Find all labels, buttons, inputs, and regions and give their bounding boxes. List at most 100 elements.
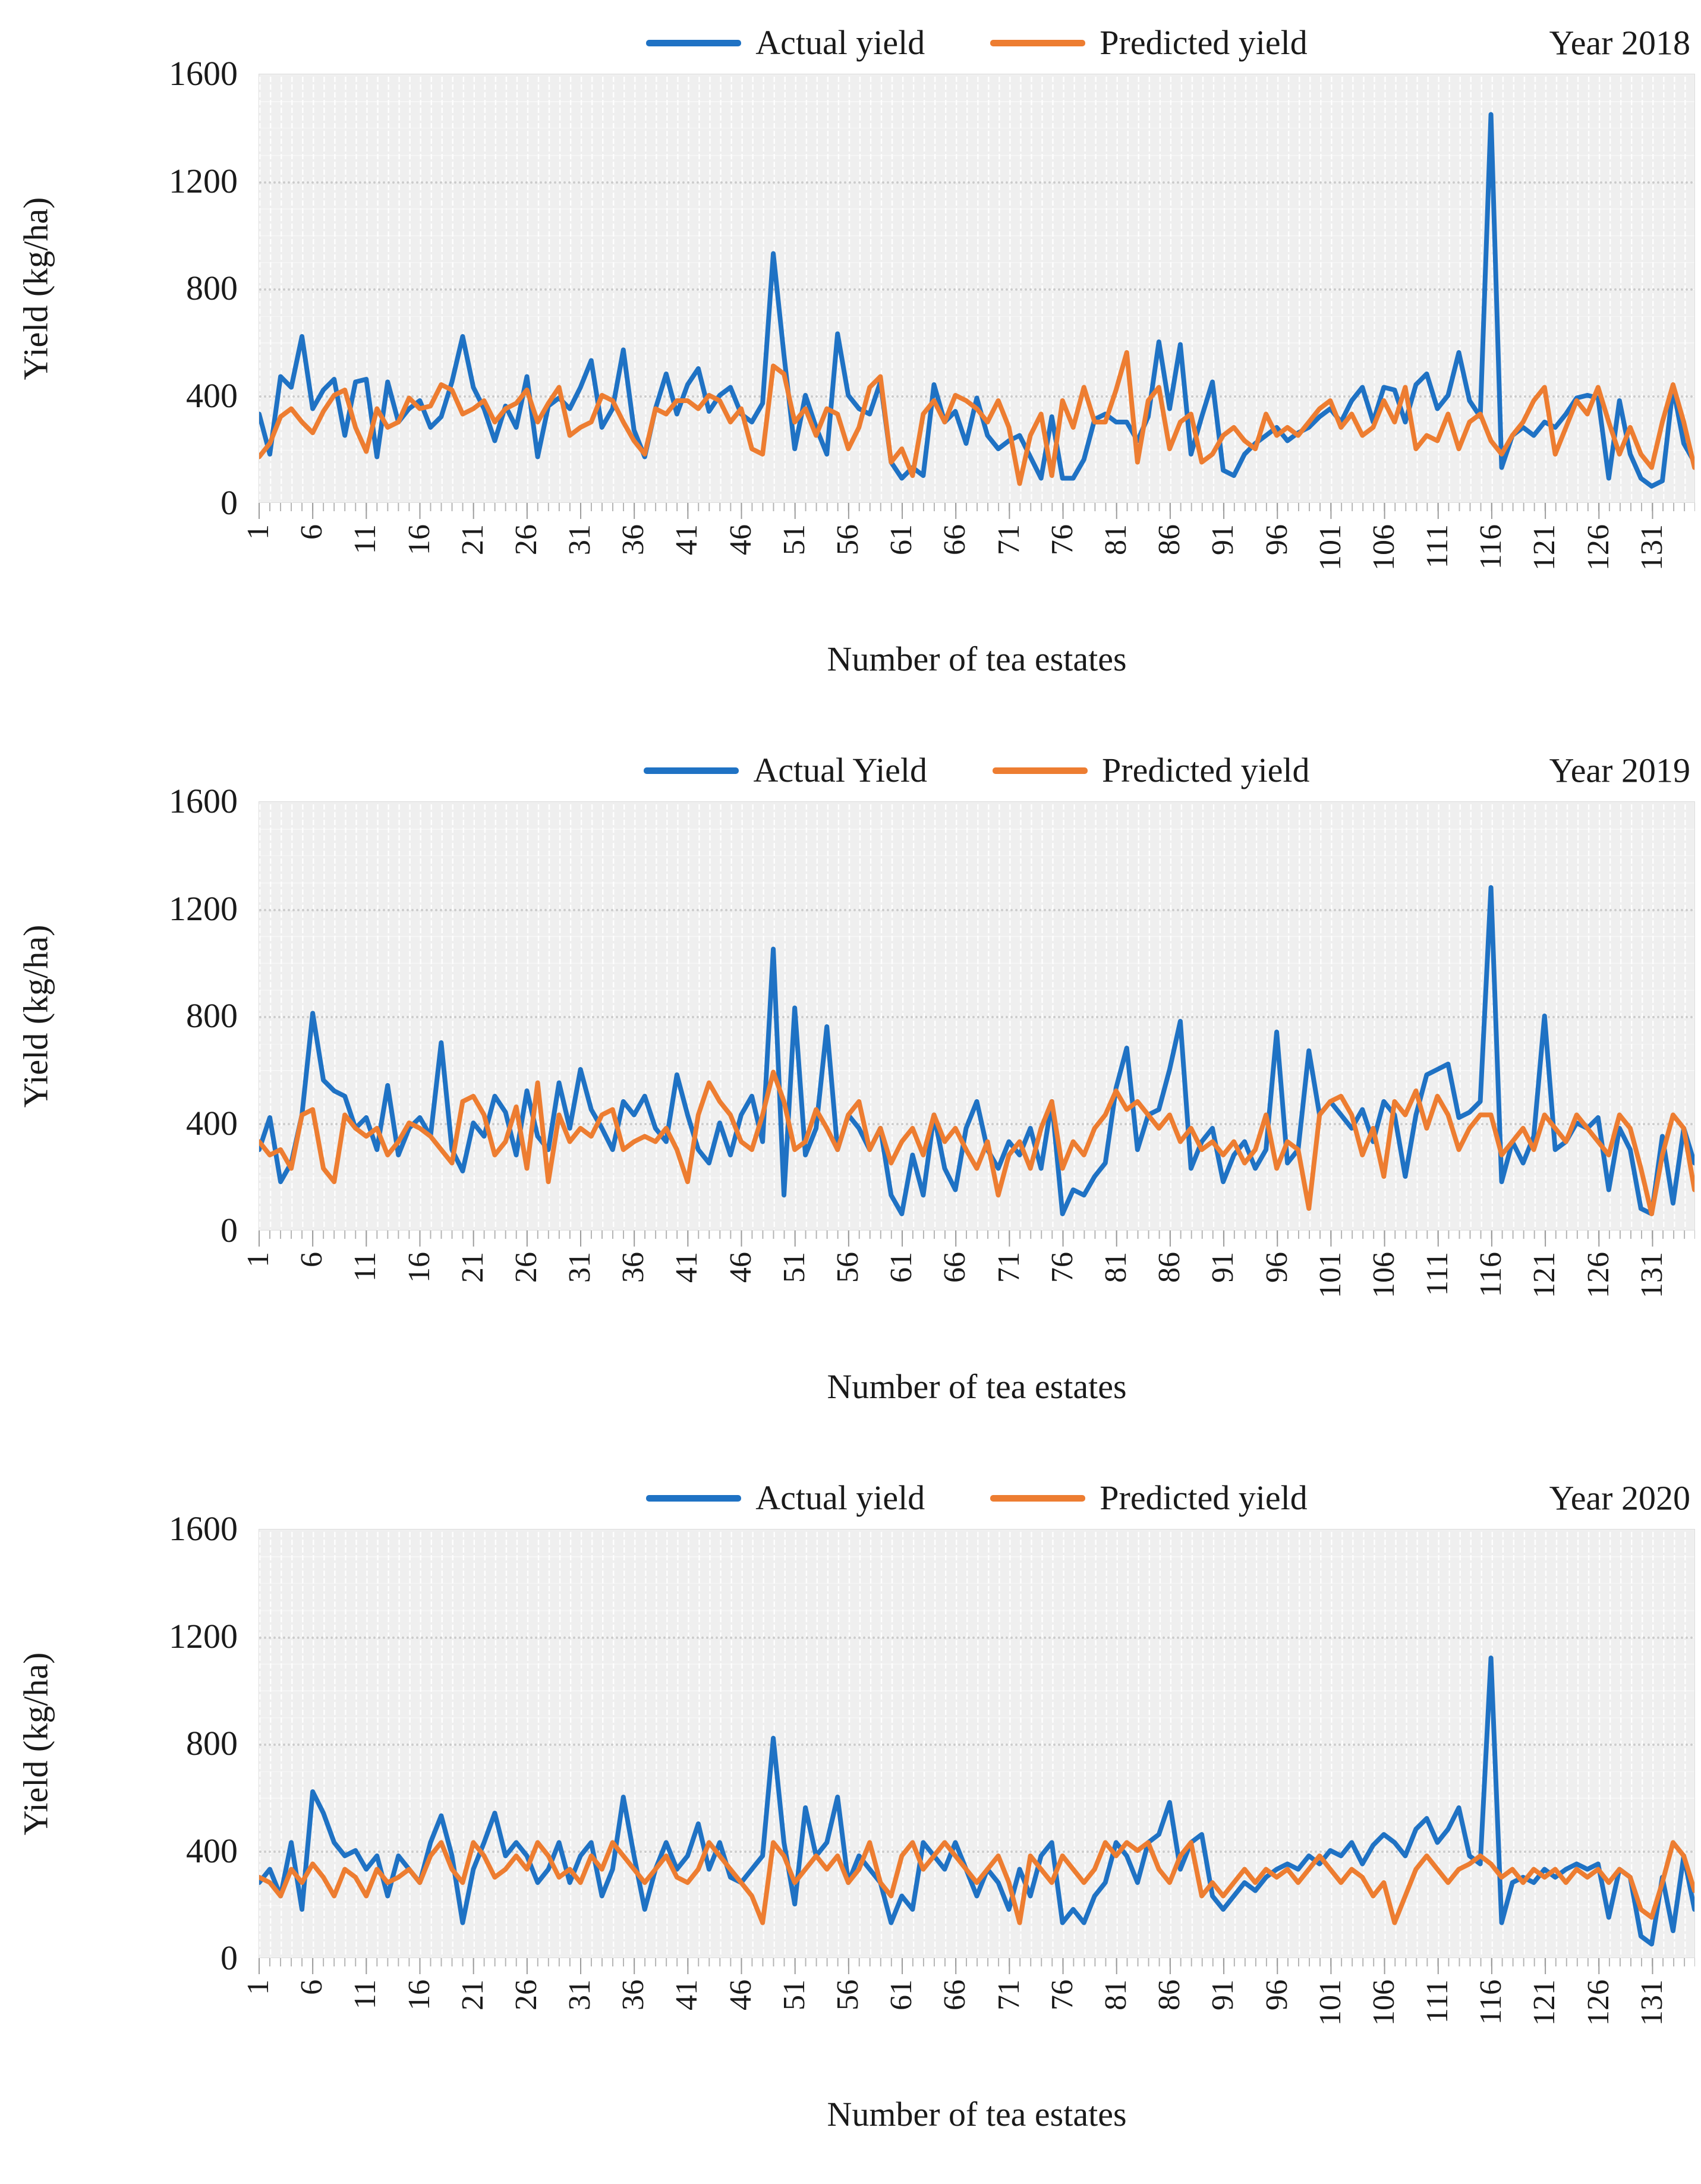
y-axis-tick-labels: 1600 1200 800 400 0 — [0, 54, 238, 522]
y-tick-label: 1600 — [169, 1509, 238, 1548]
x-tick-label: 81 — [1098, 1980, 1133, 2010]
y-tick-label: 400 — [186, 376, 238, 415]
y-tick-label: 1200 — [169, 889, 238, 928]
x-axis-title: Number of tea estates — [827, 1367, 1127, 1406]
plot-row: Yield (kg/ha) 1600 1200 800 400 0 1 6 11 16 21 26 31… — [0, 782, 1701, 1406]
x-tick-label: 61 — [884, 524, 919, 555]
x-tick-label: 131 — [1634, 1980, 1669, 2026]
x-axis-major-ticks — [259, 1958, 1695, 1974]
y-tick-label: 800 — [186, 1724, 238, 1763]
x-tick-label: 76 — [1045, 524, 1079, 555]
x-tick-label: 66 — [938, 524, 972, 555]
x-tick-label: 96 — [1259, 1252, 1294, 1283]
x-tick-label: 131 — [1634, 524, 1669, 571]
actual-line-swatch — [646, 1494, 742, 1502]
horizontal-gridline — [259, 1016, 1694, 1018]
x-tick-label: 41 — [670, 1252, 704, 1283]
x-tick-label: 66 — [938, 1252, 972, 1283]
horizontal-gridline — [259, 909, 1694, 911]
series-lines — [259, 112, 1694, 489]
actual-yield-line — [259, 885, 1694, 1216]
x-tick-label: 121 — [1527, 524, 1562, 571]
x-tick-label: 41 — [670, 1980, 704, 2010]
y-tick-label: 800 — [186, 996, 238, 1035]
x-tick-label: 51 — [777, 1252, 811, 1283]
horizontal-gridline — [259, 181, 1694, 184]
legend-item-actual: Actual yield — [646, 1481, 925, 1515]
y-axis-tick-labels: 1600 1200 800 400 0 — [0, 782, 238, 1250]
series-lines — [259, 885, 1694, 1216]
x-tick-label: 101 — [1313, 524, 1347, 571]
x-tick-label: 76 — [1045, 1252, 1079, 1283]
x-tick-label: 36 — [616, 524, 651, 555]
x-tick-label: 86 — [1152, 524, 1187, 555]
horizontal-gridline — [259, 1744, 1694, 1746]
horizontal-gridline — [259, 1851, 1694, 1853]
x-axis-major-ticks — [259, 503, 1695, 519]
year-label: Year 2019 — [1549, 751, 1690, 790]
x-tick-label: 81 — [1098, 524, 1133, 555]
x-tick-label: 121 — [1527, 1980, 1562, 2026]
actual-line-swatch — [646, 39, 742, 46]
x-tick-label: 86 — [1152, 1980, 1187, 2010]
x-tick-label: 16 — [402, 524, 436, 555]
x-tick-label: 1 — [241, 1980, 275, 1995]
x-tick-label: 31 — [563, 1980, 597, 2010]
x-tick-label: 26 — [509, 1980, 543, 2010]
x-tick-label: 41 — [670, 524, 704, 555]
plot-column: 1 6 11 16 21 26 31 36 41 46 51 56 61 66 71 76 81 86 91 96 10… — [241, 801, 1695, 1406]
predicted-line-swatch — [990, 39, 1086, 46]
legend-label: Actual yield — [755, 1478, 925, 1517]
x-tick-label: 86 — [1152, 1252, 1187, 1283]
x-tick-label: 11 — [348, 524, 383, 555]
x-tick-label: 16 — [402, 1252, 436, 1283]
x-tick-label: 101 — [1313, 1980, 1347, 2026]
x-tick-label: 26 — [509, 1252, 543, 1283]
x-tick-label: 116 — [1474, 1980, 1508, 2025]
predicted-yield-line — [259, 350, 1694, 486]
plot-area — [259, 1529, 1695, 1958]
x-tick-label: 96 — [1259, 524, 1294, 555]
x-tick-label: 61 — [884, 1980, 919, 2010]
x-tick-label: 6 — [295, 1980, 329, 1995]
x-tick-label: 111 — [1420, 524, 1455, 569]
horizontal-gridline — [259, 288, 1694, 291]
legend-item-predicted: Predicted yield — [990, 26, 1308, 60]
predicted-line-swatch — [993, 767, 1088, 774]
x-tick-label: 1 — [241, 524, 275, 540]
actual-yield-line — [259, 1656, 1694, 1947]
x-tick-label: 56 — [831, 1252, 865, 1283]
y-axis-tick-labels: 1600 1200 800 400 0 — [0, 1509, 238, 1977]
x-tick-label: 131 — [1634, 1252, 1669, 1298]
y-tick-label: 1200 — [169, 1616, 238, 1656]
x-tick-label: 31 — [563, 1252, 597, 1283]
x-tick-label: 1 — [241, 1252, 275, 1267]
x-tick-label: 11 — [348, 1252, 383, 1282]
legend-item-predicted: Predicted yield — [993, 753, 1310, 788]
x-tick-label: 46 — [723, 524, 758, 555]
chart-year-2018: Actual yield Predicted yield Year 2018 Yiel… — [0, 0, 1701, 728]
predicted-yield-line — [259, 1069, 1694, 1216]
x-axis-title: Number of tea estates — [827, 2095, 1127, 2133]
x-tick-label: 61 — [884, 1252, 919, 1283]
x-axis-tick-labels: 1 6 11 16 21 26 31 36 41 46 51 56 61 66 71 76 81 86 91 96 10… — [241, 519, 1695, 632]
x-tick-label: 76 — [1045, 1980, 1079, 2010]
x-axis-ticks — [259, 503, 1695, 519]
y-tick-label: 1600 — [169, 54, 238, 93]
year-label: Year 2020 — [1549, 1478, 1690, 1518]
x-tick-label: 91 — [1206, 1252, 1240, 1283]
legend-label: Predicted yield — [1100, 1478, 1308, 1517]
plot-area — [259, 801, 1695, 1231]
plot-column: 1 6 11 16 21 26 31 36 41 46 51 56 61 66 71 76 81 86 91 96 10… — [241, 1529, 1695, 2134]
x-axis-tick-labels: 1 6 11 16 21 26 31 36 41 46 51 56 61 66 71 76 81 86 91 96 10… — [241, 1974, 1695, 2087]
y-tick-label: 400 — [186, 1831, 238, 1870]
x-tick-label: 71 — [991, 1252, 1026, 1283]
plot-area — [259, 74, 1695, 503]
x-tick-label: 66 — [938, 1980, 972, 2010]
x-tick-label: 71 — [991, 1980, 1026, 2010]
x-tick-label: 96 — [1259, 1980, 1294, 2010]
legend-label: Actual Yield — [753, 751, 928, 789]
x-tick-label: 111 — [1420, 1980, 1455, 2024]
plot-row: Yield (kg/ha) 1600 1200 800 400 0 1 6 11 16 21 26 31… — [0, 1509, 1701, 2133]
x-tick-label: 46 — [723, 1980, 758, 2010]
